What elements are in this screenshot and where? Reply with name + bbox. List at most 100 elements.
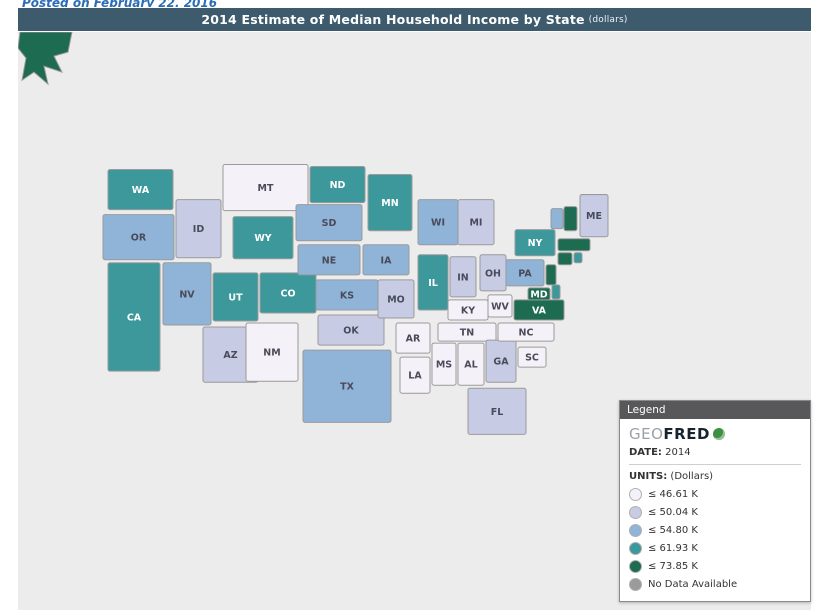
- state-il[interactable]: [417, 254, 449, 311]
- legend-date-row: DATE: 2014: [629, 446, 801, 465]
- state-label-mi: MI: [470, 218, 483, 229]
- state-label-al: AL: [464, 360, 477, 371]
- state-label-az: AZ: [223, 350, 237, 361]
- legend-item-label: No Data Available: [648, 578, 738, 590]
- state-label-ut: UT: [228, 292, 243, 303]
- legend-swatch: [629, 523, 642, 537]
- state-label-sd: SD: [322, 218, 337, 229]
- state-label-ne: NE: [322, 255, 336, 266]
- legend-item: ≤ 50.04 K: [629, 503, 801, 521]
- state-ny[interactable]: [514, 229, 556, 257]
- state-label-oh: OH: [485, 268, 501, 279]
- state-label-in: IN: [457, 272, 469, 283]
- state-ri[interactable]: [573, 252, 583, 264]
- state-wa[interactable]: [107, 168, 174, 211]
- state-label-mt: MT: [258, 183, 274, 194]
- state-de[interactable]: [551, 284, 561, 300]
- state-mi[interactable]: [457, 199, 495, 246]
- state-wv[interactable]: [487, 294, 513, 318]
- state-ok[interactable]: [317, 314, 385, 346]
- map-title-bar: 2014 Estimate of Median Household Income…: [18, 8, 811, 31]
- legend-item: ≤ 46.61 K: [629, 485, 801, 503]
- legend-items: ≤ 46.61 K ≤ 50.04 K ≤ 54.80 K ≤ 61.93 K ≤ 73…: [629, 485, 801, 593]
- legend-panel: Legend GEO FRED DATE: 2014 UNITS: (Dollar…: [619, 400, 811, 602]
- state-mo[interactable]: [377, 279, 415, 319]
- geofred-globe-icon: [712, 428, 725, 440]
- state-label-mo: MO: [387, 294, 405, 305]
- page-title-units: (dollars): [588, 14, 628, 25]
- state-nm[interactable]: [245, 322, 299, 382]
- state-mt[interactable]: [222, 163, 309, 212]
- page-title: 2014 Estimate of Median Household Income…: [201, 12, 585, 27]
- state-label-ar: AR: [406, 334, 421, 345]
- state-sc[interactable]: [517, 346, 547, 368]
- state-sd[interactable]: [295, 204, 363, 242]
- state-id[interactable]: [175, 199, 222, 259]
- state-al[interactable]: [457, 342, 485, 386]
- state-label-ok: OK: [343, 326, 359, 337]
- legend-item: ≤ 73.85 K: [629, 557, 801, 575]
- state-label-wv: WV: [491, 301, 509, 312]
- state-nh[interactable]: [563, 206, 578, 232]
- date-value: 2014: [665, 447, 691, 458]
- state-label-wa: WA: [132, 185, 150, 196]
- state-ca[interactable]: [107, 262, 161, 372]
- state-ar[interactable]: [395, 322, 431, 354]
- legend-item-label: ≤ 50.04 K: [648, 506, 698, 518]
- state-fl[interactable]: [467, 387, 527, 435]
- legend-item-label: ≤ 73.85 K: [648, 560, 698, 572]
- state-in[interactable]: [449, 256, 477, 298]
- legend-item-label: ≤ 46.61 K: [648, 488, 698, 500]
- posted-note-link[interactable]: Posted on February 22, 2016: [22, 0, 218, 7]
- state-label-tn: TN: [460, 328, 474, 339]
- state-label-nm: NM: [263, 348, 280, 359]
- date-label: DATE:: [629, 447, 662, 458]
- state-label-ky: KY: [461, 305, 475, 316]
- logo-fred-text: FRED: [663, 425, 710, 443]
- state-ak[interactable]: [18, 32, 73, 86]
- state-ct[interactable]: [557, 252, 573, 266]
- state-ma[interactable]: [557, 238, 591, 252]
- state-vt[interactable]: [550, 208, 564, 230]
- state-label-ia: IA: [381, 255, 393, 266]
- state-mn[interactable]: [367, 173, 413, 232]
- state-label-me: ME: [586, 211, 602, 222]
- state-or[interactable]: [102, 214, 175, 261]
- legend-swatch: [629, 505, 642, 519]
- state-pa[interactable]: [505, 259, 545, 287]
- state-md[interactable]: [527, 287, 551, 301]
- state-tx[interactable]: [302, 349, 392, 423]
- state-me[interactable]: [579, 194, 609, 238]
- state-label-mn: MN: [381, 198, 398, 209]
- units-label: UNITS:: [629, 471, 668, 482]
- state-label-wy: WY: [254, 233, 271, 244]
- legend-header[interactable]: Legend: [620, 401, 810, 419]
- state-ut[interactable]: [212, 272, 259, 322]
- state-nd[interactable]: [309, 165, 366, 204]
- state-label-la: LA: [408, 371, 422, 382]
- units-value: (Dollars): [670, 471, 714, 482]
- legend-item: ≤ 61.93 K: [629, 539, 801, 557]
- state-ms[interactable]: [431, 342, 457, 386]
- state-nc[interactable]: [497, 322, 555, 342]
- state-ia[interactable]: [362, 244, 410, 276]
- state-wy[interactable]: [232, 216, 294, 260]
- legend-swatch: [629, 487, 642, 501]
- geofred-logo: GEO FRED: [629, 425, 801, 446]
- legend-body: GEO FRED DATE: 2014 UNITS: (Dollars) ≤ 46…: [620, 419, 810, 601]
- state-ne[interactable]: [297, 244, 361, 276]
- legend-units-row: UNITS: (Dollars): [629, 465, 801, 485]
- legend-item: No Data Available: [629, 575, 801, 593]
- state-nj[interactable]: [545, 264, 557, 286]
- state-label-ks: KS: [340, 290, 354, 301]
- state-la[interactable]: [399, 356, 431, 394]
- map-area: WA OR CA ID NV UT AZ MT WY CO NM ND SD NE KS OK TX MN IA MO…: [18, 32, 811, 610]
- state-label-pa: PA: [518, 268, 532, 279]
- posted-note-clipped: Posted on February 22, 2016: [22, 0, 829, 7]
- state-label-il: IL: [428, 278, 438, 289]
- legend-swatch: [629, 541, 642, 555]
- state-nv[interactable]: [162, 262, 212, 326]
- us-choropleth-map[interactable]: WA OR CA ID NV UT AZ MT WY CO NM ND SD NE KS OK TX MN IA MO…: [18, 32, 811, 610]
- legend-item: ≤ 54.80 K: [629, 521, 801, 539]
- state-tn[interactable]: [437, 322, 497, 342]
